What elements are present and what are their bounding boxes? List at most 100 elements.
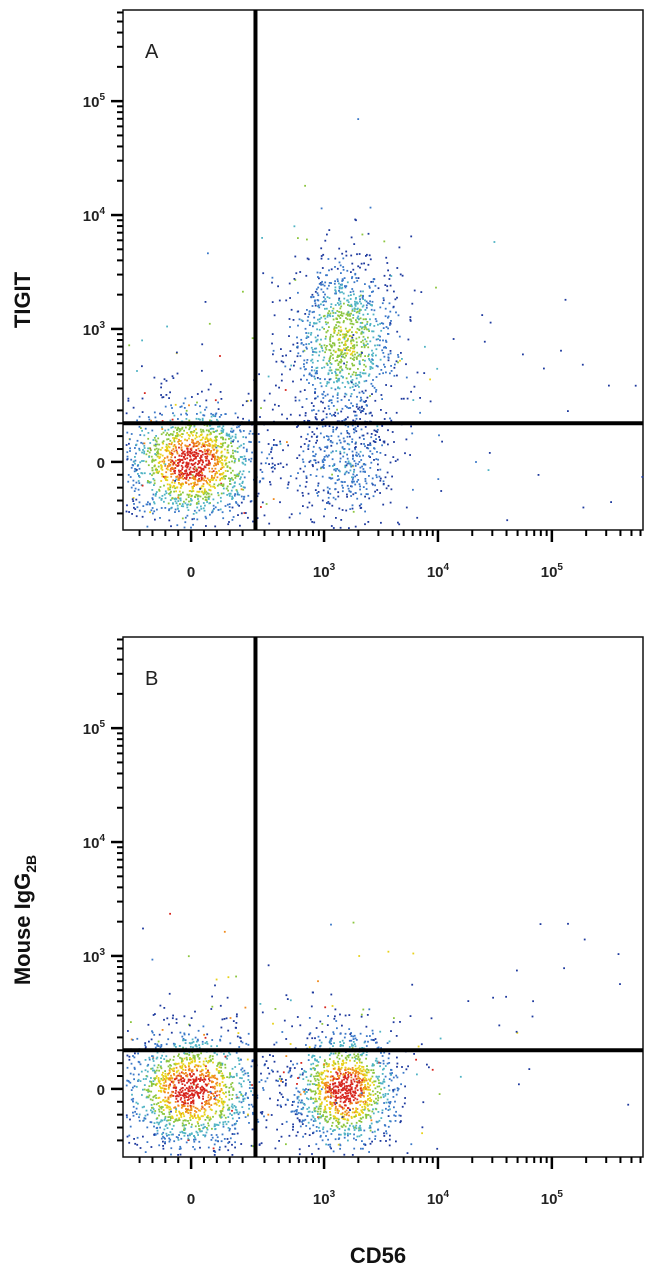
event-dot-1 bbox=[372, 379, 374, 381]
event-dot-1 bbox=[356, 279, 359, 282]
event-dot-0 bbox=[196, 483, 199, 486]
event-dot-1 bbox=[381, 1055, 384, 1057]
event-dot-0 bbox=[169, 419, 172, 422]
event-dot-1 bbox=[361, 233, 364, 236]
event-dot-1 bbox=[341, 315, 344, 317]
event-dot-1 bbox=[329, 378, 332, 380]
event-dot-1 bbox=[375, 389, 378, 391]
event-dot-1 bbox=[351, 277, 353, 280]
event-dot-0 bbox=[199, 1088, 202, 1091]
event-dot-0 bbox=[190, 1105, 193, 1108]
event-dot-1 bbox=[388, 302, 391, 305]
event-dot-0 bbox=[200, 446, 203, 448]
event-dot-0 bbox=[156, 1066, 159, 1069]
event-dot-0 bbox=[130, 1038, 133, 1041]
event-dot-1 bbox=[337, 325, 340, 328]
event-dot-1 bbox=[354, 385, 357, 387]
event-dot-0 bbox=[151, 497, 154, 499]
event-dot-0 bbox=[244, 1093, 247, 1096]
event-dot-2 bbox=[389, 501, 392, 504]
event-dot-1 bbox=[326, 364, 329, 366]
event-dot-0 bbox=[265, 503, 268, 505]
event-dot-0 bbox=[198, 450, 201, 452]
event-dot-1 bbox=[366, 328, 368, 331]
event-dot-0 bbox=[207, 388, 210, 391]
event-dot-1 bbox=[355, 1072, 357, 1074]
event-dot-0 bbox=[224, 459, 227, 462]
event-dot-0 bbox=[151, 489, 154, 491]
event-dot-2 bbox=[365, 400, 367, 402]
event-dot-0 bbox=[141, 515, 144, 518]
event-dot-1 bbox=[285, 1038, 288, 1040]
event-dot-1 bbox=[320, 1103, 323, 1105]
panel-label: A bbox=[145, 41, 159, 63]
event-dot-0 bbox=[127, 397, 130, 400]
event-dot-1 bbox=[339, 1068, 342, 1071]
event-dot-0 bbox=[183, 1134, 186, 1137]
event-dot-0 bbox=[227, 1142, 230, 1144]
event-dot-0 bbox=[150, 1080, 153, 1083]
event-dot-0 bbox=[197, 498, 199, 500]
event-dot-0 bbox=[193, 471, 196, 473]
event-dot-0 bbox=[183, 1105, 186, 1107]
event-dot-0 bbox=[231, 1082, 234, 1084]
event-dot-0 bbox=[168, 465, 171, 467]
event-dot-0 bbox=[147, 432, 150, 434]
event-dot-2 bbox=[332, 428, 335, 431]
event-dot-0 bbox=[227, 1108, 229, 1111]
event-dot-0 bbox=[232, 429, 235, 432]
event-dot-0 bbox=[191, 1060, 194, 1062]
event-dot-1 bbox=[310, 332, 313, 334]
event-dot-0 bbox=[161, 396, 164, 399]
event-dot-0 bbox=[231, 1067, 234, 1070]
event-dot-1 bbox=[355, 319, 357, 321]
event-dot-0 bbox=[151, 459, 154, 462]
event-dot-0 bbox=[218, 433, 221, 435]
event-dot-0 bbox=[179, 497, 182, 500]
event-dot-2 bbox=[327, 501, 330, 503]
event-dot-1 bbox=[333, 330, 336, 333]
event-dot-0 bbox=[167, 459, 170, 462]
event-dot-2 bbox=[305, 481, 308, 483]
event-dot-0 bbox=[199, 418, 201, 421]
event-dot-1 bbox=[350, 254, 353, 257]
event-dot-0 bbox=[209, 1118, 212, 1120]
event-dot-0 bbox=[229, 492, 232, 495]
event-dot-1 bbox=[326, 345, 328, 347]
event-dot-1 bbox=[350, 393, 353, 395]
event-dot-0 bbox=[213, 1154, 216, 1156]
event-dot-2 bbox=[358, 455, 361, 458]
event-dot-0 bbox=[177, 1081, 180, 1084]
event-dot-0 bbox=[245, 436, 247, 439]
event-dot-1 bbox=[289, 326, 291, 328]
event-dot-1 bbox=[344, 1129, 346, 1132]
event-dot-0 bbox=[242, 498, 245, 500]
event-dot-2 bbox=[347, 487, 350, 490]
event-dot-0 bbox=[267, 443, 270, 445]
event-dot-0 bbox=[234, 436, 237, 438]
event-dot-0 bbox=[210, 1008, 213, 1010]
event-dot-0 bbox=[178, 1072, 181, 1075]
event-dot-1 bbox=[332, 1092, 335, 1095]
event-dot-0 bbox=[215, 412, 218, 415]
event-dot-0 bbox=[143, 434, 146, 437]
event-dot-0 bbox=[154, 439, 157, 442]
event-dot-0 bbox=[234, 493, 236, 495]
event-dot-0 bbox=[195, 1045, 198, 1048]
event-dot-0 bbox=[250, 441, 252, 443]
event-dot-1 bbox=[349, 368, 351, 371]
event-dot-1 bbox=[303, 1089, 306, 1091]
event-dot-0 bbox=[213, 483, 216, 486]
event-dot-0 bbox=[155, 491, 158, 493]
event-dot-0 bbox=[201, 474, 204, 477]
event-dot-0 bbox=[169, 486, 172, 489]
event-dot-0 bbox=[190, 1115, 193, 1118]
event-dot-1 bbox=[320, 247, 323, 250]
event-dot-1 bbox=[337, 368, 340, 371]
event-dot-0 bbox=[160, 1105, 163, 1108]
event-dot-0 bbox=[205, 1131, 208, 1134]
event-dot-0 bbox=[186, 439, 188, 442]
event-dot-0 bbox=[137, 1073, 140, 1076]
event-dot-0 bbox=[163, 1087, 166, 1090]
event-dot-1 bbox=[385, 1132, 388, 1135]
